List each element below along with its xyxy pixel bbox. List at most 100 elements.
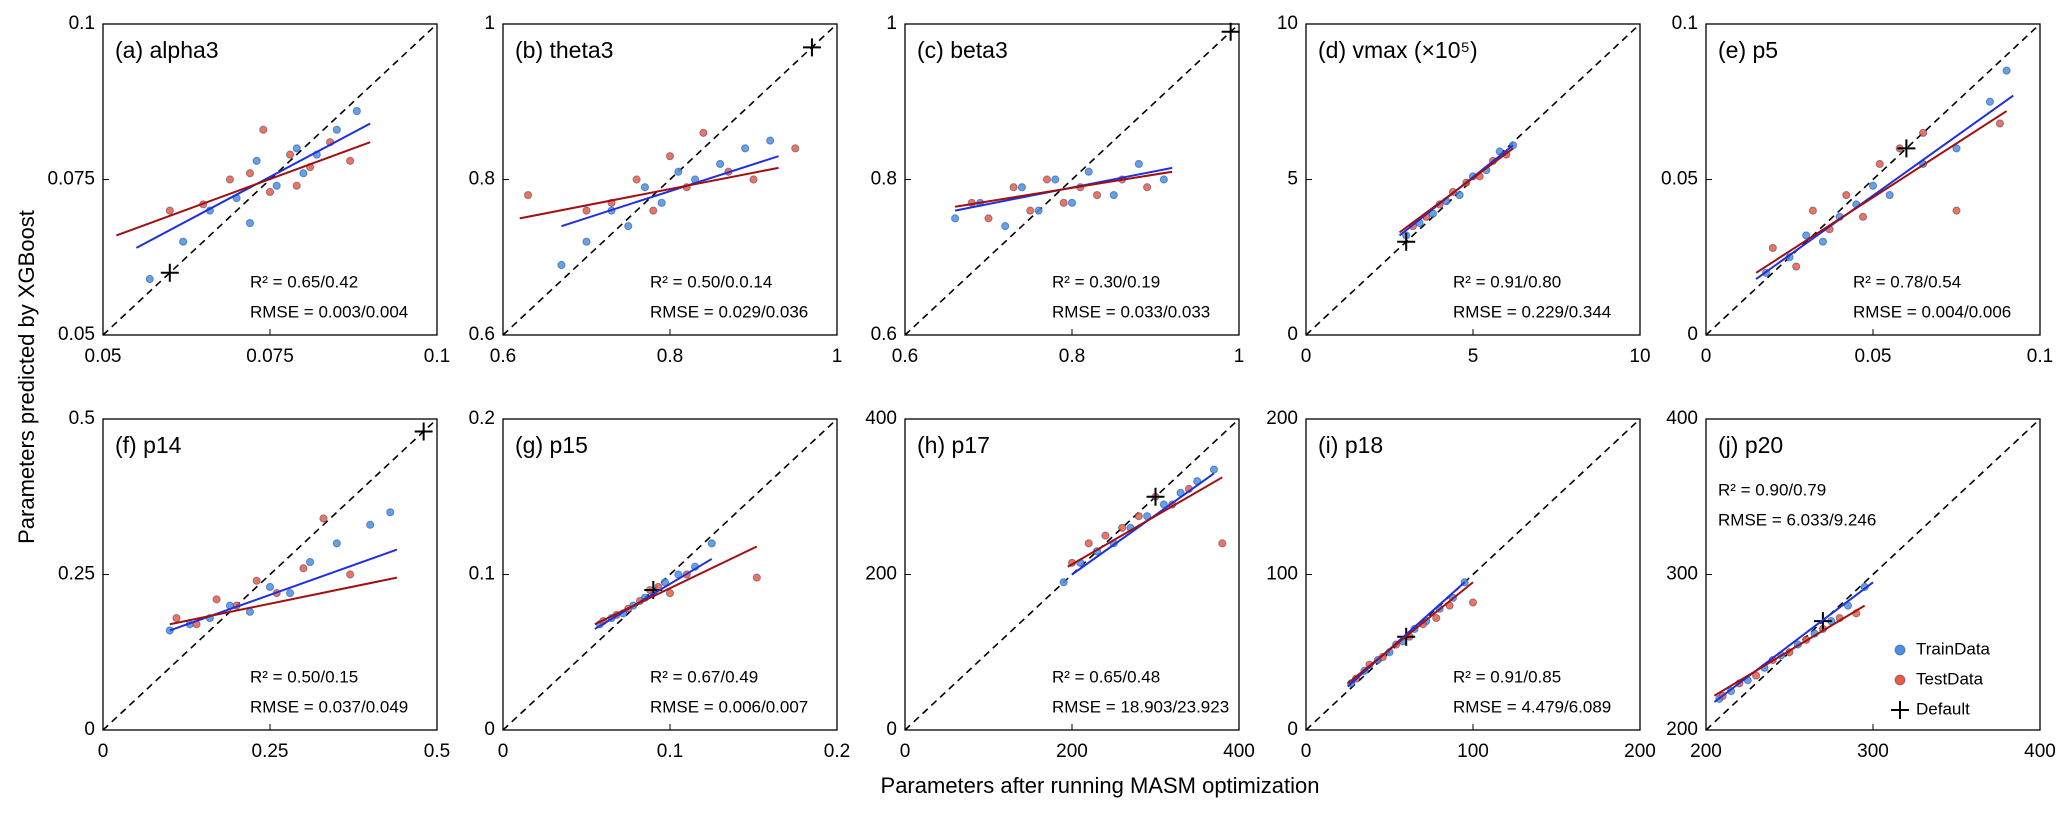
x-tick-label: 0.075 [246, 346, 294, 367]
data-point [1118, 523, 1127, 532]
data-point [1792, 262, 1801, 271]
fit-line [954, 170, 1173, 208]
data-point [624, 222, 633, 231]
y-tick-label: 0.5 [69, 408, 95, 429]
data-point [1802, 231, 1811, 240]
y-tick-label: 0.075 [47, 169, 95, 190]
data-point [649, 206, 658, 215]
fit-line [1347, 581, 1474, 685]
x-tick-label: 0.8 [1059, 346, 1085, 367]
x-tick-label: 0 [900, 741, 911, 762]
data-point [1001, 222, 1010, 231]
x-tick-label: 300 [1857, 741, 1889, 762]
x-tick-label: 0 [1301, 741, 1312, 762]
y-tick-label: 0 [886, 719, 897, 740]
annotation: R² = 0.91/0.80 [1453, 272, 1561, 291]
default-marker [160, 263, 179, 282]
panel-title: (g) p15 [515, 432, 588, 458]
default-marker [1221, 22, 1240, 41]
fit-line [561, 155, 779, 228]
data-point [1101, 531, 1110, 540]
x-tick-label: 0.8 [657, 346, 683, 367]
data-point [1995, 119, 2005, 128]
data-point [951, 214, 960, 223]
data-point [1885, 190, 1894, 200]
data-point [657, 198, 666, 207]
fit-line [169, 576, 398, 626]
one-to-one-line [502, 418, 838, 731]
panel-title: (c) beta3 [917, 37, 1008, 63]
data-point [707, 539, 716, 548]
data-point [1842, 190, 1851, 200]
default-marker [802, 38, 821, 57]
data-point [346, 156, 355, 165]
x-tick-label: 0.2 [824, 741, 850, 762]
x-tick-label: 0.25 [252, 741, 289, 762]
annotation: RMSE = 0.037/0.049 [250, 697, 408, 716]
data-point [225, 175, 235, 184]
y-tick-label: 0 [1287, 324, 1298, 345]
fit-line [1755, 110, 2008, 274]
y-tick-label: 0.2 [469, 408, 495, 429]
data-point [1858, 212, 1868, 221]
fit-line [1713, 581, 1874, 703]
x-tick-label: 0 [1701, 346, 1712, 367]
data-point [1952, 206, 1961, 215]
y-tick-label: 200 [1666, 719, 1698, 740]
annotation: RMSE = 0.003/0.004 [250, 302, 408, 321]
data-point [259, 125, 268, 134]
x-axis-label: Parameters after running MASM optimizati… [881, 773, 1320, 798]
data-point [252, 156, 261, 165]
annotation: R² = 0.90/0.79 [1718, 480, 1826, 499]
data-point [172, 613, 181, 623]
data-point [285, 589, 295, 598]
data-point [749, 175, 758, 184]
data-point [332, 539, 341, 548]
data-point [582, 237, 591, 246]
x-tick-label: 0.05 [1855, 346, 1892, 367]
x-tick-label: 0.5 [424, 741, 450, 762]
one-to-one-line [102, 418, 438, 731]
data-point [1067, 198, 1077, 207]
default-marker [1146, 487, 1165, 506]
default-marker [414, 422, 433, 441]
panel-title: (e) p5 [1718, 37, 1778, 63]
data-point [305, 557, 315, 567]
annotation: R² = 0.78/0.54 [1853, 272, 1961, 291]
legend-marker [1891, 701, 1909, 719]
data-point [1009, 183, 1018, 192]
data-point [1985, 97, 1995, 106]
x-tick-label: 0 [1301, 346, 1312, 367]
data-point [366, 520, 375, 529]
one-to-one-line [1705, 418, 2041, 731]
data-point [632, 175, 641, 184]
y-tick-label: 0.6 [871, 324, 897, 345]
y-tick-label: 0 [484, 719, 495, 740]
data-point [285, 150, 295, 159]
data-point [1768, 243, 1777, 253]
x-tick-label: 200 [1056, 741, 1088, 762]
data-point [272, 181, 281, 190]
panel-title: (d) vmax (×10⁵) [1318, 37, 1478, 63]
data-point [716, 159, 725, 169]
data-point [245, 218, 255, 228]
x-tick-label: 0.1 [657, 741, 683, 762]
panel-title: (i) p18 [1318, 432, 1383, 458]
data-point [1051, 175, 1060, 184]
panel-title: (b) theta3 [515, 37, 613, 63]
fit-line [1067, 476, 1223, 568]
y-tick-label: 200 [1266, 408, 1298, 429]
y-tick-label: 1 [886, 13, 897, 34]
annotation: R² = 0.67/0.49 [650, 667, 758, 686]
x-tick-label: 0.6 [490, 346, 516, 367]
x-tick-label: 400 [1223, 741, 1255, 762]
annotation: RMSE = 0.006/0.007 [650, 697, 808, 716]
one-to-one-line [502, 23, 838, 336]
data-point [665, 152, 675, 161]
y-tick-label: 0 [84, 719, 95, 740]
legend-label: TestData [1916, 669, 1984, 688]
y-tick-label: 0.05 [1661, 169, 1698, 190]
data-point [1143, 183, 1152, 192]
data-point [1468, 598, 1478, 607]
data-point [1026, 206, 1035, 215]
